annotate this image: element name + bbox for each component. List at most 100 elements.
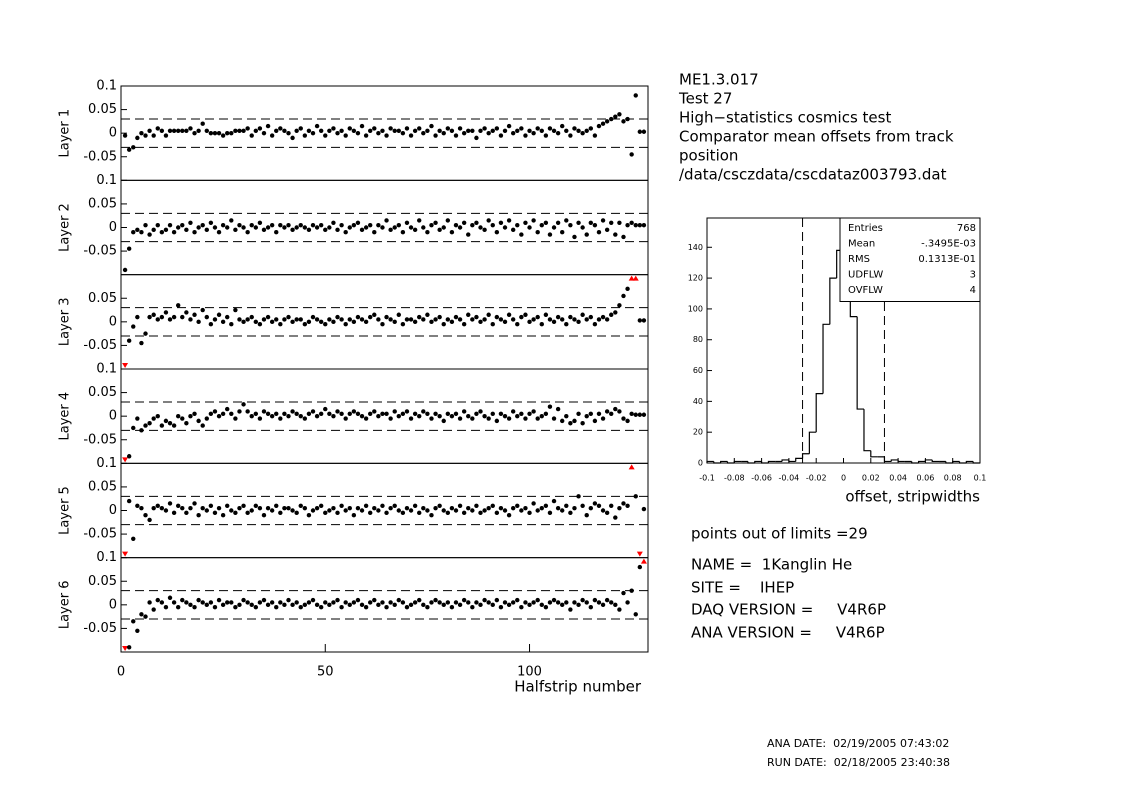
point	[376, 130, 381, 136]
point	[147, 421, 152, 426]
point	[171, 314, 177, 320]
point	[600, 416, 606, 421]
point	[323, 321, 328, 327]
point	[457, 126, 463, 131]
point	[474, 600, 479, 605]
point	[478, 409, 483, 414]
point	[580, 503, 585, 508]
point	[613, 114, 618, 119]
point	[576, 220, 581, 225]
histogram-step	[965, 460, 974, 463]
point	[212, 604, 218, 610]
histogram-step	[767, 460, 776, 463]
y-tick-label: -0.05	[83, 244, 117, 259]
point	[515, 321, 520, 327]
point	[527, 602, 532, 608]
point	[331, 413, 336, 419]
point	[131, 425, 136, 431]
stats-label: Mean	[848, 239, 875, 250]
point	[523, 505, 528, 511]
point	[143, 513, 148, 518]
point	[621, 234, 626, 240]
point	[269, 222, 275, 228]
point	[429, 600, 434, 605]
point	[421, 130, 426, 136]
point	[155, 597, 160, 603]
point	[171, 128, 177, 134]
point	[331, 600, 336, 605]
y-tick-label: 40	[693, 397, 703, 406]
point	[212, 130, 218, 136]
point	[331, 126, 336, 131]
point	[335, 597, 340, 603]
point	[629, 220, 634, 225]
point	[372, 126, 377, 131]
point	[617, 607, 622, 612]
point	[376, 602, 381, 608]
point	[135, 628, 140, 633]
point	[564, 600, 569, 605]
point	[286, 130, 291, 136]
y-tick-label: 0	[109, 597, 117, 612]
y-tick-label: 0	[109, 126, 117, 141]
point	[523, 220, 528, 225]
point	[343, 508, 348, 513]
x-tick-label: -0.04	[779, 474, 800, 483]
point	[257, 600, 263, 605]
point	[151, 607, 156, 612]
point	[274, 128, 279, 134]
point	[502, 413, 508, 419]
point	[494, 314, 500, 320]
point	[425, 604, 430, 610]
point	[433, 411, 438, 417]
point	[143, 331, 148, 336]
point	[592, 133, 598, 138]
point	[429, 513, 434, 518]
point	[637, 318, 643, 323]
point	[282, 225, 287, 230]
point	[453, 314, 459, 320]
point	[408, 317, 414, 322]
point	[351, 222, 357, 228]
point	[617, 220, 622, 225]
point	[163, 508, 169, 513]
point	[204, 314, 209, 320]
point	[294, 128, 299, 134]
point	[368, 510, 373, 516]
point	[220, 411, 226, 417]
point	[466, 312, 471, 317]
point	[400, 411, 406, 417]
point	[171, 600, 177, 605]
point	[466, 600, 471, 605]
point	[498, 411, 504, 417]
point	[372, 409, 377, 414]
point	[302, 505, 308, 511]
point	[131, 324, 136, 329]
point	[343, 230, 348, 235]
point	[265, 314, 271, 320]
point	[555, 130, 561, 136]
point	[200, 222, 205, 228]
histogram-step	[931, 459, 940, 463]
point	[519, 126, 524, 131]
point	[596, 600, 602, 605]
stats-box	[839, 217, 981, 302]
point	[613, 515, 618, 520]
y-tick-label: 100	[688, 304, 703, 313]
point	[388, 317, 393, 322]
point	[139, 612, 144, 617]
point	[306, 600, 312, 605]
point	[592, 597, 598, 603]
point	[417, 314, 422, 320]
point	[470, 416, 475, 421]
point	[265, 602, 271, 608]
point	[621, 501, 626, 506]
point	[461, 597, 467, 603]
point	[171, 230, 177, 235]
y-tick-label: 120	[688, 274, 703, 283]
point	[433, 220, 438, 225]
point	[531, 409, 536, 414]
point	[298, 503, 303, 508]
out-of-range-marker	[628, 275, 635, 281]
stats-label: RMS	[848, 254, 870, 265]
